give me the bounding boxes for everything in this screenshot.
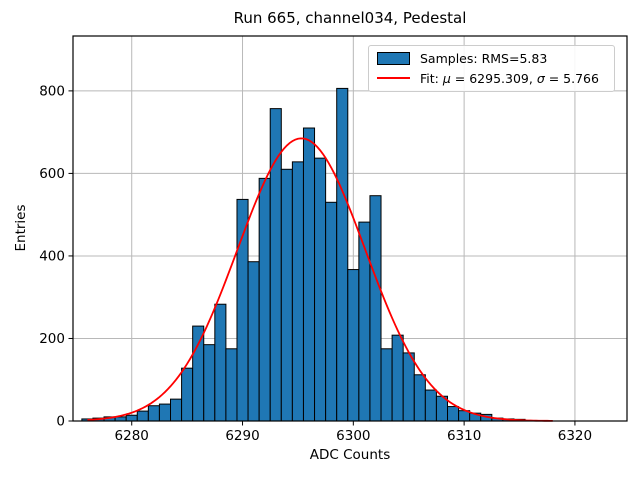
histogram-bar xyxy=(125,414,138,422)
histogram-bar xyxy=(170,398,183,422)
histogram-bar xyxy=(302,127,316,422)
histogram-bar xyxy=(247,261,260,422)
histogram-bar xyxy=(347,269,360,422)
histogram-bar xyxy=(325,201,338,422)
x-tick-label: 6310 xyxy=(447,428,481,444)
histogram-bar xyxy=(413,374,426,422)
histogram-bar xyxy=(214,303,227,422)
x-tick-label: 6300 xyxy=(336,428,370,444)
histogram-bar xyxy=(447,406,460,422)
histogram-bar xyxy=(424,389,437,422)
histogram-bar xyxy=(280,168,293,422)
samples-legend-label: Samples: RMS=5.83 xyxy=(420,51,548,67)
y-tick-label: 400 xyxy=(39,248,65,264)
histogram-bar xyxy=(203,344,216,422)
mu-value: = 6295.309, xyxy=(450,70,537,86)
y-axis-ticks: 0 200 400 600 800 xyxy=(39,83,73,430)
y-tick-label: 200 xyxy=(39,331,65,347)
samples-color-swatch xyxy=(377,52,410,66)
y-tick-label: 600 xyxy=(39,166,65,182)
histogram-bar xyxy=(380,348,393,422)
x-tick-label: 6320 xyxy=(558,428,592,444)
histogram-bar xyxy=(181,367,194,422)
histogram-bar xyxy=(158,403,172,422)
fit-label-prefix: Fit: xyxy=(420,70,443,86)
histogram-bar xyxy=(258,177,271,422)
legend-entry-fit: Fit: μ = 6295.309, σ = 5.766 xyxy=(377,69,606,87)
histogram-bar xyxy=(136,410,149,422)
x-tick-label: 6290 xyxy=(225,428,259,444)
y-axis-label: Entries xyxy=(13,204,29,251)
histogram-bar xyxy=(147,405,160,422)
axes-frame xyxy=(72,35,628,422)
x-axis-ticks: 6280 6290 6300 6310 6320 xyxy=(115,421,592,444)
histogram-bars xyxy=(81,87,526,422)
chart-title: Run 665, channel034, Pedestal xyxy=(234,9,467,27)
x-axis-label: ADC Counts xyxy=(310,447,390,463)
sigma-value: = 5.766 xyxy=(544,70,599,86)
y-tick-label: 0 xyxy=(56,414,65,430)
legend-entry-samples: Samples: RMS=5.83 xyxy=(377,50,606,68)
legend-box: Samples: RMS=5.83 Fit: μ = 6295.309, σ =… xyxy=(368,45,615,92)
sigma-symbol: σ xyxy=(536,70,545,86)
fit-curve xyxy=(87,137,553,422)
histogram-bar xyxy=(369,195,382,422)
histogram-bar xyxy=(391,334,404,422)
histogram-bar xyxy=(236,198,249,422)
y-tick-label: 800 xyxy=(39,83,65,99)
histogram-bar xyxy=(192,325,205,422)
mu-symbol: μ xyxy=(442,70,451,86)
histogram-bar xyxy=(402,352,415,422)
histogram-bar xyxy=(336,87,349,422)
histogram-bar xyxy=(358,221,371,422)
fit-legend-label: Fit: μ = 6295.309, σ = 5.766 xyxy=(420,71,599,86)
histogram-bar xyxy=(225,348,238,422)
fit-line-swatch xyxy=(377,77,410,80)
histogram-bar xyxy=(314,157,327,422)
x-tick-label: 6280 xyxy=(115,428,149,444)
histogram-bar xyxy=(291,161,304,422)
